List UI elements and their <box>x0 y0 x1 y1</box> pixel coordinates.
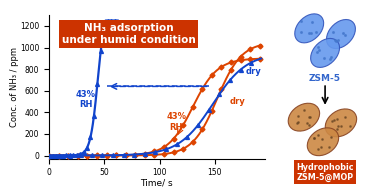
Ellipse shape <box>288 103 320 131</box>
Text: NH₃ adsorption
under humid condition: NH₃ adsorption under humid condition <box>62 23 195 45</box>
Ellipse shape <box>325 109 357 137</box>
Text: 43%
RH: 43% RH <box>166 112 186 132</box>
Ellipse shape <box>307 128 339 156</box>
Ellipse shape <box>311 38 339 67</box>
Text: 43%
RH: 43% RH <box>76 90 96 109</box>
Ellipse shape <box>327 19 355 49</box>
X-axis label: Time/ s: Time/ s <box>141 179 173 188</box>
Y-axis label: Conc. of NH₃ / ppm: Conc. of NH₃ / ppm <box>10 47 19 127</box>
Ellipse shape <box>295 14 324 43</box>
Text: dry: dry <box>229 97 245 106</box>
Text: Hydrophobic
ZSM-5@MOP: Hydrophobic ZSM-5@MOP <box>296 163 354 182</box>
Text: dry: dry <box>246 67 262 76</box>
Text: ZSM-5: ZSM-5 <box>309 74 341 83</box>
